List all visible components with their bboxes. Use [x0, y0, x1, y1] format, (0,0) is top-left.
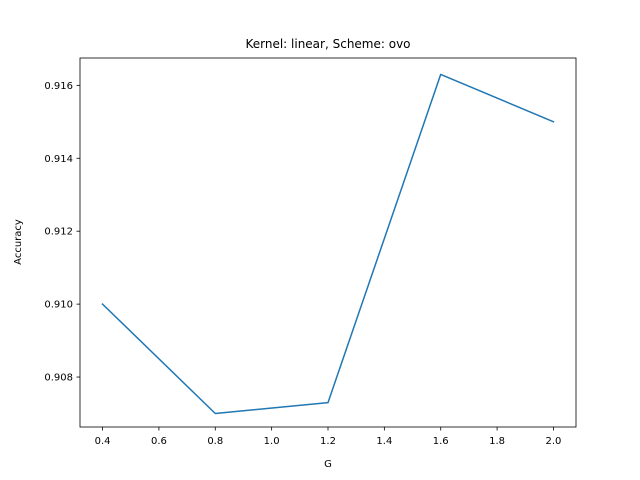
y-tick-label: 0.914 — [44, 154, 73, 165]
x-tick-label: 1.2 — [320, 436, 336, 447]
y-axis-ticks: 0.908 0.910 0.912 0.914 0.916 — [44, 81, 80, 384]
x-axis-ticks: 0.4 0.6 0.8 1.0 1.2 1.4 1.6 1.8 2.0 — [95, 427, 562, 447]
chart-title: Kernel: linear, Scheme: ovo — [245, 37, 410, 51]
x-tick-label: 0.4 — [95, 436, 111, 447]
y-tick-label: 0.916 — [44, 81, 73, 92]
y-tick-label: 0.908 — [44, 373, 73, 384]
x-axis-label: G — [324, 459, 332, 470]
y-tick-label: 0.910 — [44, 300, 73, 311]
x-tick-label: 1.4 — [376, 436, 392, 447]
x-tick-label: 0.8 — [207, 436, 223, 447]
plot-background — [80, 58, 576, 427]
x-tick-label: 2.0 — [546, 436, 562, 447]
y-axis-label: Accuracy — [13, 219, 24, 265]
series-line — [101, 73, 555, 415]
series-layer — [101, 73, 555, 415]
y-tick-label: 0.912 — [44, 227, 73, 238]
x-tick-label: 0.6 — [151, 436, 167, 447]
x-tick-label: 1.0 — [264, 436, 280, 447]
x-tick-label: 1.6 — [433, 436, 449, 447]
x-tick-label: 1.8 — [489, 436, 505, 447]
